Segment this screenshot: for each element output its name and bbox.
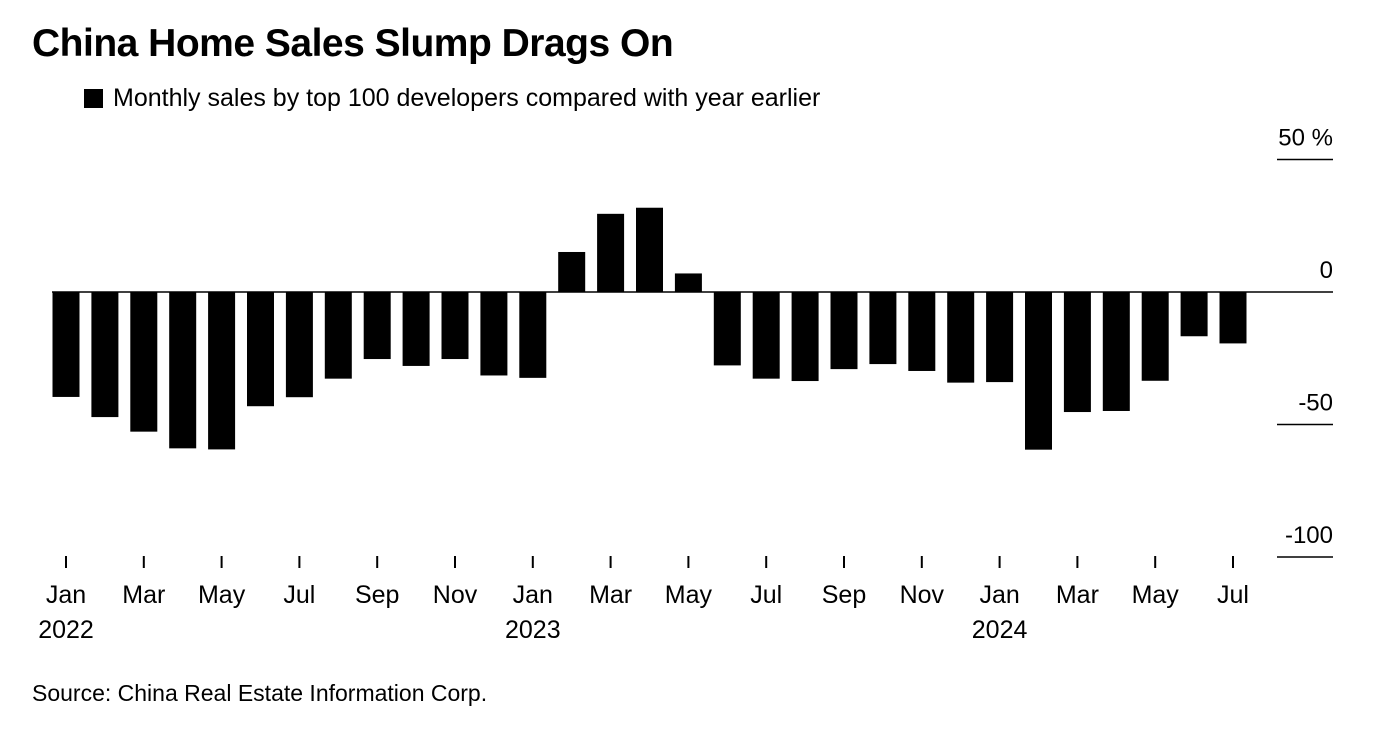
x-tick-label: Sep — [355, 581, 399, 609]
bar — [1025, 292, 1052, 450]
x-tick-label: Jan — [513, 581, 553, 609]
bar — [986, 292, 1014, 383]
x-tick-year-label: 2022 — [38, 616, 94, 644]
x-tick-label: Mar — [1056, 581, 1099, 609]
y-axis: 50 % 0 -50 -100 — [1277, 125, 1333, 558]
x-tick-label: Mar — [122, 581, 165, 609]
chart-title: China Home Sales Slump Drags On — [32, 22, 674, 65]
bars — [52, 207, 1247, 450]
x-tick-label: Jul — [1217, 581, 1249, 609]
bar — [674, 273, 702, 292]
x-tick-label: May — [198, 581, 246, 609]
bar-chart: 50 % 0 -50 -100 Jan 2022 Mar May Jul Sep Nov Jan 20… — [38, 125, 1333, 644]
bar — [830, 292, 858, 370]
bar — [1219, 292, 1247, 344]
x-tick-label: May — [1132, 581, 1180, 609]
bar — [480, 292, 508, 376]
source-note: Source: China Real Estate Information Co… — [32, 680, 488, 706]
bar — [713, 292, 741, 366]
bar — [285, 292, 313, 398]
x-tick-label: Jul — [750, 581, 782, 609]
legend-label: Monthly sales by top 100 developers comp… — [113, 84, 821, 112]
x-tick-label: Jan — [979, 581, 1019, 609]
bar — [947, 292, 975, 383]
bar — [908, 292, 936, 371]
x-tick-label: Nov — [433, 581, 478, 609]
bar — [791, 292, 819, 382]
bar — [208, 292, 236, 450]
bar — [636, 207, 663, 292]
bar — [1102, 292, 1130, 411]
y-tick-label: -50 — [1298, 390, 1333, 417]
bar — [402, 292, 430, 366]
bar — [169, 292, 197, 449]
legend: Monthly sales by top 100 developers comp… — [84, 84, 820, 113]
x-tick-label: Mar — [589, 581, 632, 609]
x-tick-label: Nov — [900, 581, 945, 609]
y-tick-label: -100 — [1285, 522, 1333, 549]
bar — [1180, 292, 1208, 337]
x-tick-label: May — [665, 581, 713, 609]
bar — [247, 292, 274, 407]
bar — [363, 292, 391, 360]
bar — [441, 292, 469, 360]
x-tick-year-label: 2024 — [972, 616, 1028, 644]
bar — [597, 213, 625, 292]
bar — [91, 292, 119, 418]
legend-swatch — [84, 89, 103, 108]
bar — [752, 292, 780, 379]
x-tick-label: Jul — [283, 581, 315, 609]
x-axis: Jan 2022 Mar May Jul Sep Nov Jan 2023 Mar May Jul Se… — [38, 556, 1249, 644]
bar — [869, 292, 897, 365]
bar — [558, 251, 586, 292]
x-tick-label: Sep — [822, 581, 866, 609]
bar — [130, 292, 158, 432]
bar — [519, 292, 547, 378]
x-tick-label: Jan — [46, 581, 86, 609]
y-tick-label: 50 % — [1278, 125, 1333, 152]
bar — [324, 292, 352, 379]
bar — [1141, 292, 1169, 381]
x-tick-year-label: 2023 — [505, 616, 561, 644]
bar — [1063, 292, 1091, 413]
y-tick-label: 0 — [1320, 257, 1333, 284]
bar — [52, 292, 80, 397]
